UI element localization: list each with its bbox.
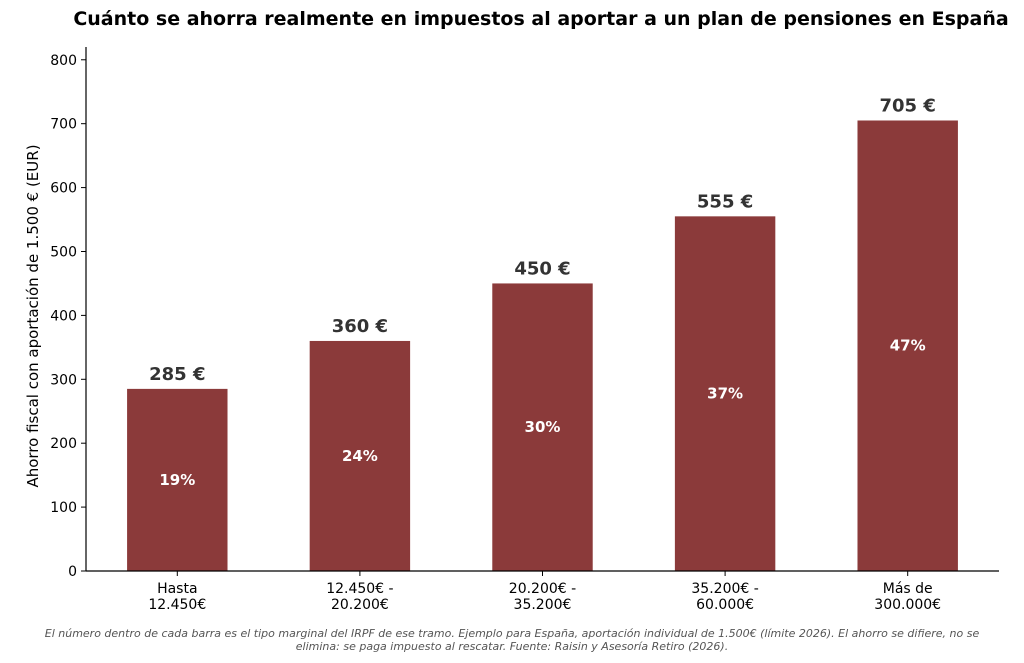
y-tick-label: 100 xyxy=(50,500,77,516)
bar-rate-label: 19% xyxy=(159,471,195,489)
x-tick-label: 60.000€ xyxy=(696,597,754,613)
y-axis-label: Ahorro fiscal con aportación de 1.500 € … xyxy=(24,144,42,487)
x-tick-label: Hasta xyxy=(157,581,197,597)
y-tick-label: 300 xyxy=(50,372,77,388)
bar xyxy=(309,340,411,571)
x-tick-label: 300.000€ xyxy=(874,597,941,613)
bar-value-label: 555 € xyxy=(697,191,753,212)
chart-footnote: El número dentro de cada barra es el tip… xyxy=(0,627,1024,653)
x-tick-label: 20.200€ - xyxy=(509,581,576,597)
bar-rate-label: 30% xyxy=(525,418,561,436)
bar-rate-label: 24% xyxy=(342,447,378,465)
x-tick-label: Más de xyxy=(883,581,933,597)
y-tick-label: 0 xyxy=(68,564,77,580)
x-tick-label: 12.450€ xyxy=(148,597,206,613)
y-tick-label: 200 xyxy=(50,436,77,452)
chart-title: Cuánto se ahorra realmente en impuestos … xyxy=(73,8,1008,30)
bar-value-label: 360 € xyxy=(332,316,388,337)
x-tick-label: 35.200€ - xyxy=(691,581,758,597)
bar xyxy=(674,216,776,571)
y-tick-label: 600 xyxy=(50,181,77,197)
bar xyxy=(127,388,228,571)
bar xyxy=(857,120,958,572)
x-tick-label: 35.200€ xyxy=(514,597,572,613)
y-tick-label: 800 xyxy=(50,53,77,69)
bar-rate-label: 47% xyxy=(890,337,926,355)
bar xyxy=(492,283,593,571)
bars: 285 € 19% 360 € 24% 450 € 30% 555 € 37% 705 € 47% xyxy=(127,95,958,572)
footnote-line-1: El número dentro de cada barra es el tip… xyxy=(44,627,980,640)
y-tick-label: 700 xyxy=(50,117,77,133)
bar-value-label: 450 € xyxy=(514,258,570,279)
x-tick-label: 12.450€ - xyxy=(326,581,393,597)
bar-value-label: 705 € xyxy=(880,95,936,116)
x-tick-label: 20.200€ xyxy=(331,597,389,613)
y-tick-label: 500 xyxy=(50,244,77,260)
y-axis: 0 100 200 300 400 500 600 700 800 xyxy=(50,53,86,580)
y-tick-label: 400 xyxy=(50,308,77,324)
footnote-line-2: elimina: se paga impuesto al rescatar. F… xyxy=(295,640,729,653)
bar-rate-label: 37% xyxy=(707,385,743,403)
bar-value-label: 285 € xyxy=(149,364,205,385)
